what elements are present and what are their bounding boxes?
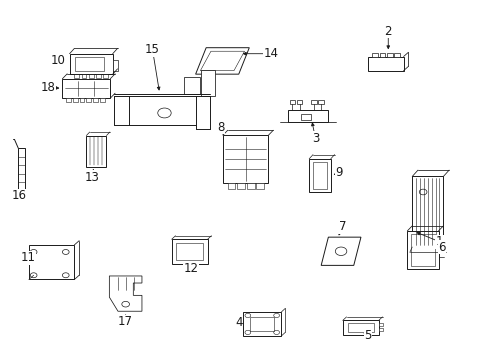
Bar — [201, 70, 214, 96]
Bar — [81, 74, 86, 78]
Bar — [93, 98, 98, 102]
Text: 14: 14 — [263, 47, 278, 60]
Text: 12: 12 — [183, 262, 198, 275]
Bar — [237, 183, 244, 189]
Polygon shape — [195, 48, 249, 74]
Polygon shape — [321, 237, 360, 265]
Bar — [342, 320, 378, 334]
Bar — [243, 312, 281, 336]
Text: 2: 2 — [384, 24, 391, 37]
Bar — [407, 231, 438, 269]
Bar — [89, 74, 93, 78]
Bar — [289, 100, 295, 104]
Bar — [74, 74, 79, 78]
Text: 11: 11 — [20, 251, 35, 264]
Bar — [18, 148, 25, 190]
Bar — [171, 239, 207, 264]
Bar — [296, 100, 302, 104]
Bar — [75, 57, 104, 71]
Text: 13: 13 — [84, 171, 100, 184]
Bar — [256, 183, 264, 189]
Text: 17: 17 — [118, 315, 133, 328]
Bar — [347, 323, 373, 332]
Bar — [103, 74, 108, 78]
Text: 4: 4 — [235, 316, 242, 329]
Bar — [69, 54, 112, 74]
Text: 7: 7 — [338, 220, 346, 233]
Text: 8: 8 — [216, 121, 224, 134]
Polygon shape — [109, 276, 142, 311]
Bar — [62, 79, 110, 98]
Bar — [223, 135, 268, 183]
Text: 15: 15 — [145, 43, 160, 56]
Bar — [112, 60, 117, 71]
Bar — [372, 53, 377, 57]
Text: 10: 10 — [51, 54, 66, 67]
Bar — [301, 114, 310, 120]
Bar — [378, 323, 383, 326]
Bar — [410, 234, 434, 266]
Bar — [378, 328, 383, 331]
Bar — [73, 98, 78, 102]
Text: 9: 9 — [335, 166, 343, 179]
Text: 18: 18 — [41, 81, 55, 94]
Bar — [411, 176, 443, 247]
Bar — [29, 245, 74, 279]
Bar — [100, 98, 104, 102]
Bar — [86, 98, 91, 102]
Bar — [318, 100, 324, 104]
Bar — [246, 183, 254, 189]
Text: 16: 16 — [12, 189, 27, 202]
Bar — [310, 100, 316, 104]
Bar — [183, 77, 200, 94]
Bar — [386, 53, 392, 57]
Bar — [379, 53, 385, 57]
Bar — [96, 74, 101, 78]
Text: 1: 1 — [435, 235, 443, 248]
Bar — [66, 98, 71, 102]
Bar — [287, 111, 327, 122]
Bar — [312, 162, 327, 189]
Text: 3: 3 — [311, 132, 319, 145]
Bar — [367, 57, 403, 71]
Bar — [227, 183, 235, 189]
Bar — [86, 136, 106, 167]
Bar — [393, 53, 399, 57]
Bar — [308, 159, 330, 192]
Text: 5: 5 — [364, 329, 371, 342]
Bar — [176, 243, 203, 260]
Text: 6: 6 — [437, 240, 445, 253]
Bar — [80, 98, 84, 102]
Bar — [250, 317, 274, 330]
